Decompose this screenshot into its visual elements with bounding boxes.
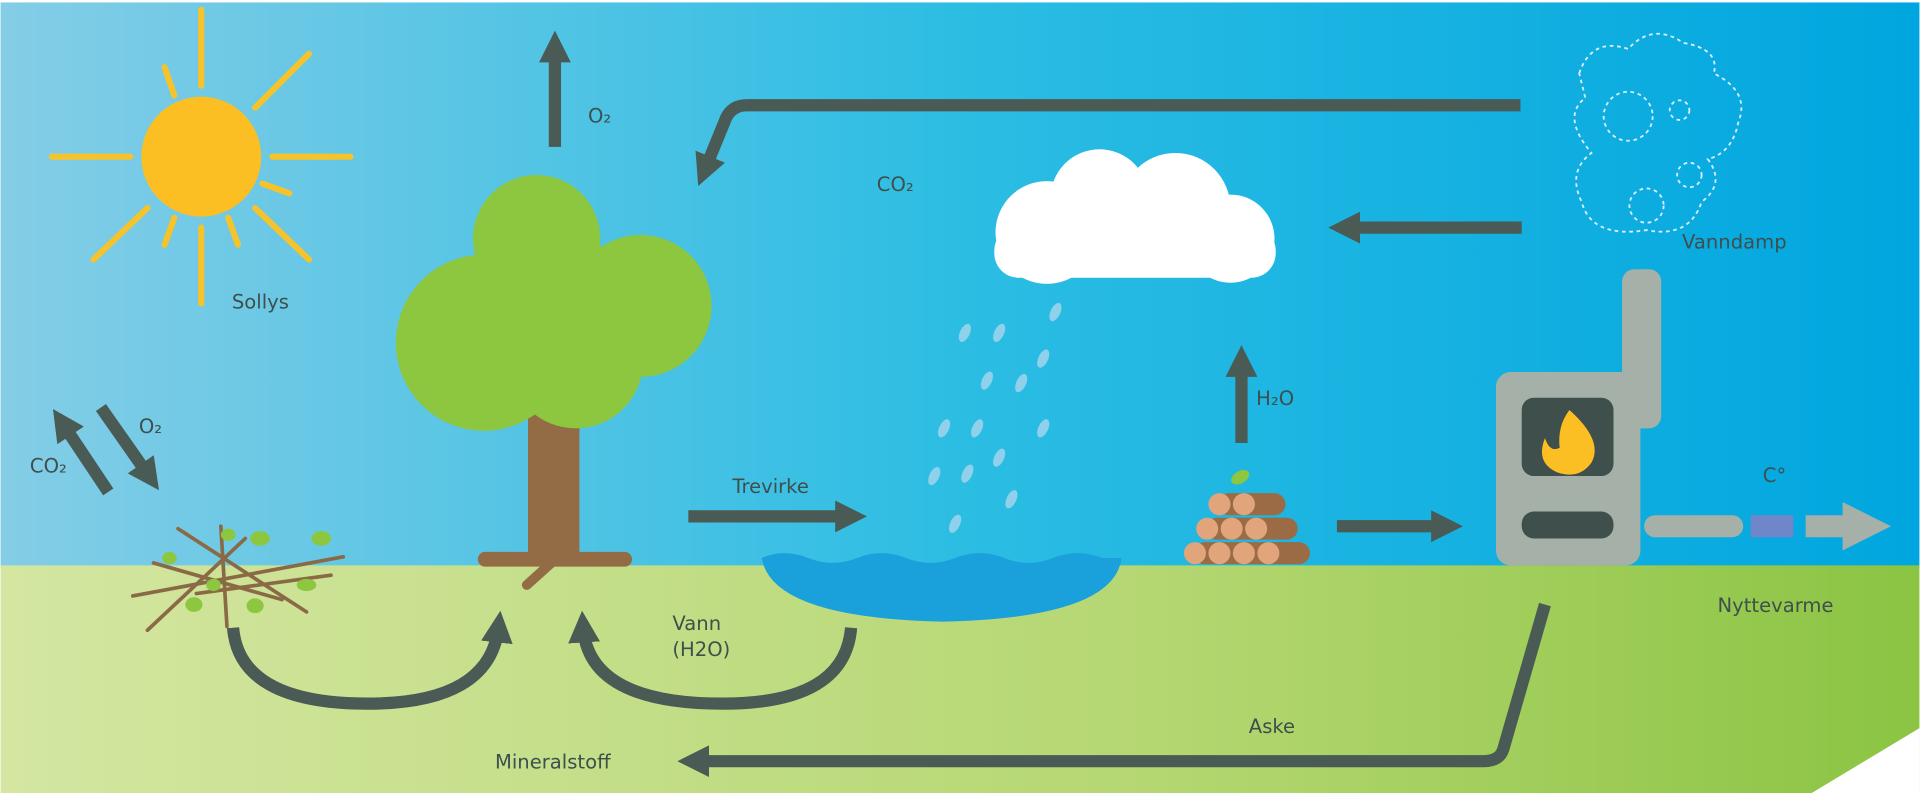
ash-label: Aske — [1249, 715, 1295, 738]
vapor-up-label: H₂O — [1256, 387, 1294, 410]
left-co2-label: CO₂ — [30, 454, 67, 477]
useful-heat-label: Nyttevarme — [1718, 594, 1834, 617]
left-oxygen-label: O₂ — [139, 415, 162, 438]
heat-symbol-label: C° — [1763, 464, 1786, 487]
water-label: (H2O) — [672, 638, 730, 661]
sunlight-label: Sollys — [232, 290, 289, 313]
water-label: Vann — [672, 612, 721, 635]
co2-label: CO₂ — [877, 173, 914, 196]
vapor-label: Vanndamp — [1682, 230, 1787, 253]
oxygen-label: O₂ — [588, 104, 611, 127]
minerals-label: Mineralstoff — [495, 751, 611, 774]
wood-label: Trevirke — [731, 475, 809, 498]
carbon-cycle-diagram: O₂ CO₂ Sollys O₂ CO₂ Trevirke H₂O Vannda… — [0, 0, 1920, 793]
